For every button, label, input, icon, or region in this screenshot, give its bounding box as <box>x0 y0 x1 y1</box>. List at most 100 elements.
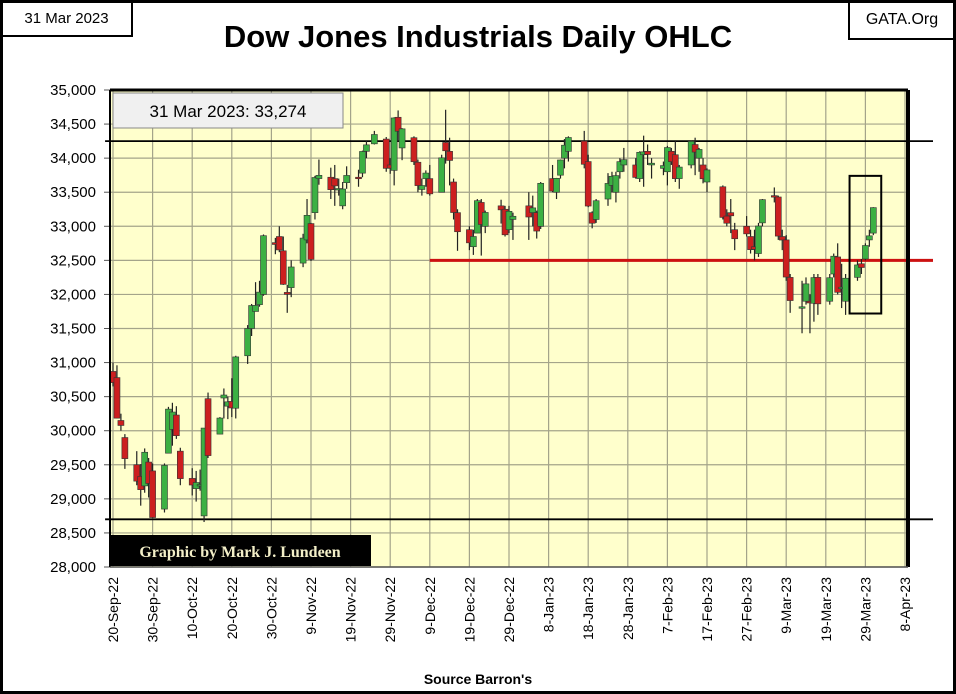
candle-body-up <box>616 161 624 173</box>
x-axis-label: Source Barron's <box>423 671 533 687</box>
candle <box>529 195 537 227</box>
candle-body-down <box>691 144 699 153</box>
candle <box>149 463 156 518</box>
candle <box>584 154 592 208</box>
candle-body-up <box>866 235 873 241</box>
candle <box>418 178 426 196</box>
x-tick-label: 9-Mar-23 <box>778 577 794 634</box>
candle-body-down <box>355 176 362 180</box>
candle-body-up <box>315 175 323 179</box>
candle-body-down <box>497 205 505 211</box>
candle <box>343 166 350 189</box>
candle-body-up <box>470 236 477 248</box>
candle-body-up <box>798 306 806 309</box>
candle <box>426 164 434 196</box>
candle <box>862 243 869 261</box>
date-box: 31 Mar 2023 <box>3 3 133 37</box>
candle-body-down <box>446 151 453 161</box>
candle <box>870 207 877 236</box>
candle <box>339 181 346 210</box>
candle-body-up <box>561 144 568 159</box>
x-tick-label: 20-Oct-22 <box>224 577 240 639</box>
candle <box>644 144 651 165</box>
candle-body-down <box>778 236 786 241</box>
y-tick-label: 31,000 <box>50 355 96 372</box>
y-tick-label: 29,500 <box>50 457 96 474</box>
x-tick-label: 10-Oct-22 <box>184 577 200 639</box>
y-tick-label: 34,000 <box>50 150 96 167</box>
value-box <box>112 92 344 129</box>
candle <box>410 136 418 165</box>
y-tick-label: 28,000 <box>50 559 96 576</box>
candle-body-down <box>834 256 841 293</box>
x-tick-label: 9-Dec-22 <box>422 577 438 635</box>
highlight-box <box>848 174 883 315</box>
x-tick-label: 29-Mar-23 <box>857 577 873 642</box>
candle <box>557 159 564 179</box>
candle-body-up <box>287 266 295 288</box>
candle-body-up <box>165 408 172 454</box>
candle-body-up <box>252 305 259 312</box>
candle-body-up <box>529 207 537 213</box>
candle <box>161 463 168 513</box>
candle-body-up <box>648 162 655 166</box>
chart-title: Dow Jones Industrials Daily OHLC <box>223 19 733 54</box>
y-tick-label: 33,500 <box>50 184 96 201</box>
candle <box>398 128 406 161</box>
candle <box>220 388 228 419</box>
candle-body-down <box>204 398 212 456</box>
candle <box>244 325 251 364</box>
candle <box>695 147 703 172</box>
x-tick-label: 17-Feb-23 <box>699 577 715 642</box>
x-tick-label: 20-Sep-22 <box>105 577 121 643</box>
candle-body-up <box>592 200 600 220</box>
x-tick-label: 27-Feb-23 <box>739 577 755 642</box>
candle-body-down <box>727 212 735 217</box>
site-box: GATA.Org <box>848 3 953 40</box>
candle-body-up <box>505 210 513 230</box>
candle <box>727 199 735 234</box>
candle-body-down <box>149 470 156 518</box>
candle-body-down <box>672 154 679 179</box>
candle-body-down <box>723 215 731 224</box>
candle-body-up <box>870 207 877 234</box>
candle-body-down <box>113 377 121 419</box>
candle <box>359 150 366 178</box>
candle-body-down <box>121 437 129 459</box>
value-box-text: 31 Mar 2023: 33,274 <box>150 102 307 121</box>
candle-body-up <box>390 117 398 171</box>
candle-body-up <box>675 166 683 179</box>
candle-body-up <box>565 137 572 152</box>
x-tick-label: 8-Apr-23 <box>897 577 913 632</box>
candle <box>636 151 643 182</box>
candle <box>675 164 683 189</box>
candle <box>759 199 766 227</box>
candle <box>299 233 307 268</box>
candle-body-up <box>418 185 426 190</box>
x-tick-label: 19-Nov-22 <box>343 577 359 643</box>
candle-body-up <box>695 149 703 159</box>
candle <box>200 427 208 523</box>
candle <box>691 137 699 176</box>
candle-body-up <box>620 159 628 166</box>
credit-banner <box>110 535 371 566</box>
candle-body-up <box>299 237 307 264</box>
candle <box>133 451 141 486</box>
candle-body-up <box>854 264 861 278</box>
candle <box>216 417 224 435</box>
candle-body-up <box>371 134 378 145</box>
y-tick-label: 31,500 <box>50 321 96 338</box>
candle <box>620 147 628 172</box>
candle-body-down <box>771 195 778 198</box>
candle-body-up <box>359 151 366 174</box>
candle <box>731 222 739 251</box>
x-tick-label: 18-Jan-23 <box>580 577 596 640</box>
candle <box>173 406 180 439</box>
candle <box>188 468 196 496</box>
candle-body-up <box>200 427 208 517</box>
candle-body-up <box>755 225 762 254</box>
candle <box>723 209 731 227</box>
candle <box>454 209 461 251</box>
candle-body-down <box>279 250 287 285</box>
candle-body-up <box>343 175 350 183</box>
